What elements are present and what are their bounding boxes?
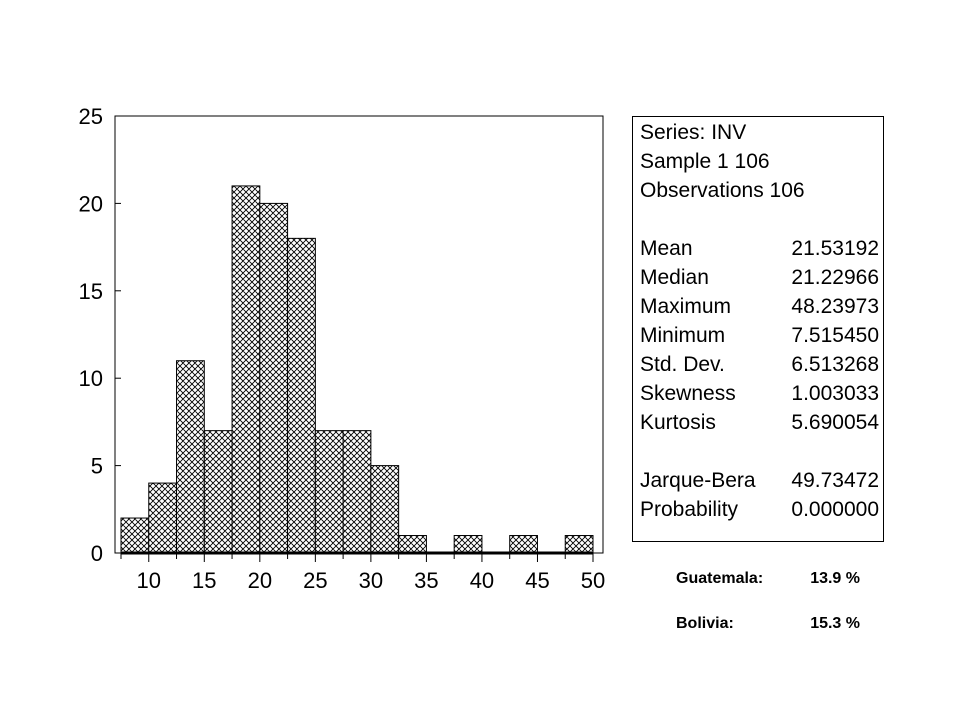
stat-row: Maximum 48.23973: [640, 292, 879, 321]
note-label: Bolivia:: [676, 615, 734, 632]
stat-row: Probability 0.000000: [640, 495, 879, 524]
histogram-bar: [314, 430, 344, 554]
stat-value: 21.22966: [791, 266, 879, 289]
x-axis: 10 15 20 25 30 35 40 45 50: [120, 553, 605, 593]
x-tick-label: 35: [414, 568, 438, 593]
histogram-bar: [203, 430, 233, 554]
histogram-bar: [176, 360, 205, 554]
stat-row: Skewness 1.003033: [640, 379, 879, 408]
x-tick-label: 40: [470, 568, 494, 593]
stat-row: Mean 21.53192: [640, 234, 879, 263]
note-value: 13.9 %: [810, 570, 860, 587]
y-tick-label: 20: [79, 191, 103, 216]
histogram-bar: [287, 237, 316, 554]
x-tick-label: 25: [303, 568, 327, 593]
note-label: Guatemala:: [676, 570, 764, 587]
series-name: Series: INV: [640, 121, 747, 144]
stat-row: Jarque-Bera 49.73472: [640, 466, 879, 495]
stat-value: 6.513268: [791, 353, 879, 376]
y-tick-label: 0: [91, 541, 103, 566]
histogram-bar: [564, 535, 594, 554]
stat-row: Minimum 7.515450: [640, 321, 879, 350]
stat-value: 49.73472: [791, 469, 879, 492]
y-axis: 0 5 10 15 20 25: [79, 104, 121, 566]
histogram-bar: [342, 430, 372, 554]
stat-label: Std. Dev.: [640, 353, 725, 376]
stat-label: Jarque-Bera: [640, 469, 756, 492]
x-tick-label: 30: [359, 568, 383, 593]
x-tick-label: 20: [248, 568, 272, 593]
stat-row: Std. Dev. 6.513268: [640, 350, 879, 379]
normality-test-stats: Jarque-Bera 49.73472 Probability 0.000000: [640, 466, 879, 524]
stat-label: Minimum: [640, 324, 726, 347]
y-tick-label: 15: [79, 279, 103, 304]
stat-value: 0.000000: [791, 498, 879, 521]
histogram-bar: [453, 535, 483, 554]
statistics-panel: Series: INV Sample 1 106 Observations 10…: [632, 116, 884, 542]
stat-label: Skewness: [640, 382, 736, 405]
note-bolivia: Bolivia: 15.3 %: [676, 611, 876, 656]
stat-value: 1.003033: [791, 382, 879, 405]
stat-label: Kurtosis: [640, 411, 716, 434]
stat-label: Median: [640, 266, 709, 289]
stat-label: Probability: [640, 498, 739, 521]
note-value: 15.3 %: [810, 615, 860, 632]
histogram-bar: [120, 517, 150, 554]
histogram-bar: [148, 482, 178, 554]
stat-value: 21.53192: [791, 237, 879, 260]
note-guatemala: Guatemala: 13.9 %: [676, 566, 876, 611]
histogram-bar: [398, 535, 427, 554]
x-tick-label: 50: [581, 568, 605, 593]
stat-label: Maximum: [640, 295, 732, 318]
stat-label: Mean: [640, 237, 693, 260]
histogram-bar: [259, 202, 289, 554]
stat-row: Median 21.22966: [640, 263, 879, 292]
histogram-bar: [370, 465, 400, 554]
y-tick-label: 5: [91, 454, 103, 479]
y-tick-label: 25: [79, 104, 103, 129]
stat-value: 48.23973: [791, 295, 879, 318]
observations-count: Observations 106: [640, 179, 805, 202]
x-tick-label: 45: [525, 568, 549, 593]
histogram-bars: [120, 185, 594, 554]
sample-range: Sample 1 106: [640, 150, 770, 173]
histogram-bar: [231, 185, 261, 554]
y-tick-label: 10: [79, 366, 103, 391]
stat-value: 7.515450: [791, 324, 879, 347]
x-tick-label: 10: [137, 568, 161, 593]
histogram-bar: [509, 535, 538, 554]
stat-value: 5.690054: [791, 411, 879, 434]
country-notes: Guatemala: 13.9 % Bolivia: 15.3 %: [676, 566, 876, 656]
x-tick-label: 15: [192, 568, 216, 593]
stat-row: Kurtosis 5.690054: [640, 408, 879, 437]
descriptive-stats: Mean 21.53192 Median 21.22966 Maximum 48.2397…: [640, 234, 879, 437]
